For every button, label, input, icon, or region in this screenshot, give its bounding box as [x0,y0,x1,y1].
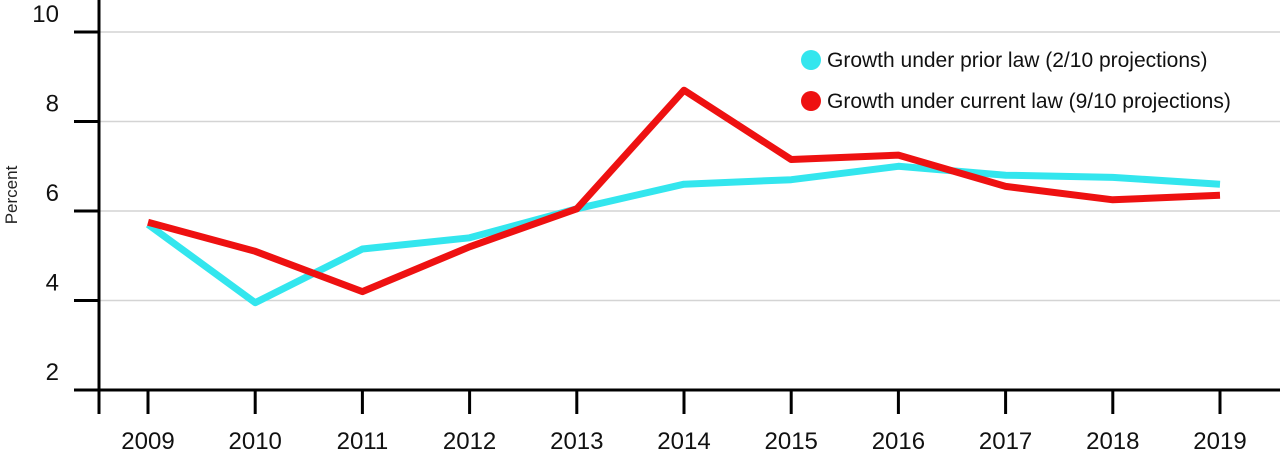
gridlines [99,31,1280,302]
y-tick-label: 2 [46,359,59,386]
legend: Growth under prior law (2/10 projections… [801,49,1231,113]
x-tick-label: 2012 [443,428,496,451]
legend-label-2: Growth under current law (9/10 projectio… [827,90,1231,113]
axes: 2 4 6 8 10 2009 2010 2011 2012 2013 2014 2015 2016 20… [32,0,1280,451]
legend-marker-1 [801,50,821,70]
x-tick-label: 2009 [121,428,174,451]
series-line-1 [145,162,1221,307]
y-tick-label: 4 [46,270,59,297]
x-tick-label: 2017 [979,428,1032,451]
x-tick-label: 2010 [229,428,282,451]
legend-marker-2 [801,91,821,111]
y-tick-label: 8 [46,91,59,118]
y-tick-label: 10 [32,1,59,28]
x-tick-label: 2011 [337,428,389,451]
y-tick-label: 6 [46,180,59,207]
x-tick-label: 2018 [1086,428,1139,451]
legend-label-1: Growth under prior law (2/10 projections… [827,49,1208,72]
x-tick-label: 2015 [765,428,818,451]
x-tick-label: 2019 [1193,428,1246,451]
y-axis-title: Percent [2,165,21,224]
x-tick-label: 2013 [550,428,603,451]
x-tick-label: 2014 [657,428,710,451]
series-line-2 [147,86,1221,296]
series-lines [145,86,1221,307]
x-tick-label: 2016 [872,428,925,451]
